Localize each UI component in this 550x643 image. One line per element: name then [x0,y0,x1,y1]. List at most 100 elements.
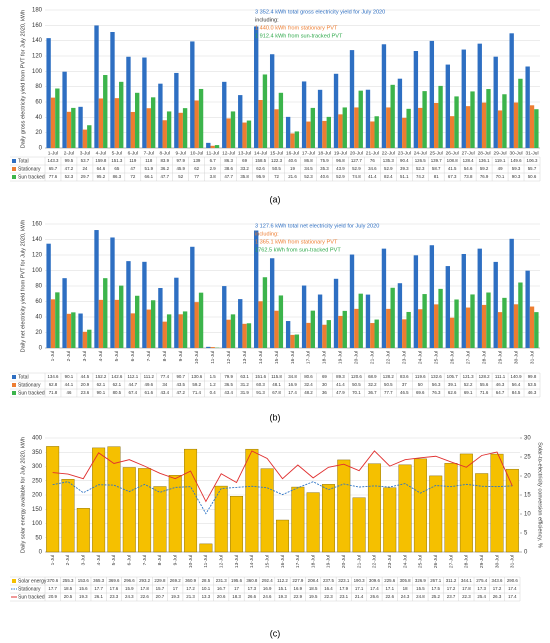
bar [110,237,115,348]
bar [226,118,231,148]
table-cell: 74.2 [416,174,425,179]
table-cell: 80.6 [304,374,313,379]
x-tick-label: 9-Jul [176,150,186,156]
bar [269,258,275,348]
bar [242,323,247,348]
table-cell: 0.4 [210,390,217,395]
bar [182,108,188,148]
bar [477,248,482,348]
table-cell: 90.3 [512,174,521,179]
table-cell: 255.3 [62,578,74,583]
table-cell: 46.5 [400,390,409,395]
table-cell: 195.6 [231,578,243,583]
y-tick-label: 80 [35,84,42,90]
table-cell: 121.3 [463,374,475,379]
x-tick-label: 16-Jul [286,150,299,156]
table-cell: 130.6 [191,374,203,379]
bar [337,459,351,553]
x-tick-label: 12-Jul [218,555,224,568]
bar [66,313,72,348]
table-cell: 67.3 [448,174,457,179]
table-cell: 111.2 [144,374,155,379]
x-tick-label: 16-Jul [280,555,286,568]
y-tick-label: 160 [32,23,43,29]
caption: (b) [270,412,281,422]
bar [445,266,450,348]
table-cell: 16.9 [288,382,297,387]
table-cell: 26.1 [94,594,103,599]
bar [158,83,163,148]
bar [477,43,482,149]
x-tick-label: 14-Jul [249,555,255,568]
table-cell: 17.8 [462,586,471,591]
bar [370,121,375,148]
y2-axis-label: Solar-to-electricity conversion efficien… [537,442,543,548]
x-tick-label: 8-Jul [157,555,163,565]
table-cell: 21.4 [355,594,364,599]
x-tick-label: 20-Jul [354,351,360,364]
bar [418,107,423,148]
bar [107,446,121,553]
table-cell: 76.9 [480,174,489,179]
table-cell: 19.3 [79,594,88,599]
bar [390,84,395,148]
table-cell: 50.5 [272,166,281,171]
y-tick-label: 180 [32,8,43,14]
table-cell: 16.9 [294,586,303,591]
bar [114,299,120,348]
y-tick-label: 100 [32,521,43,527]
bar [206,346,211,348]
table-cell: 275.4 [476,578,488,583]
bar [158,288,163,348]
table-cell: 17.2 [493,586,502,591]
table-cell: 149.6 [511,158,523,163]
bar [103,75,108,148]
table-cell: 115.8 [271,374,282,379]
table-cell: 293.2 [139,578,151,583]
x-tick-label: 27-Jul [465,351,471,364]
table-cell: 16.4 [324,586,333,591]
table-cell: 360.8 [246,578,258,583]
bar [413,255,419,348]
table-cell: 360.9 [185,578,197,583]
x-tick-label: 2-Jul [64,150,74,156]
x-tick-label: 31-Jul [529,351,535,364]
bar [406,108,411,148]
table-cell: 50 [418,382,423,387]
x-tick-label: 10-Jul [194,351,200,364]
table-cell: 22.9 [294,594,303,599]
bar [493,261,498,348]
line-series [52,481,513,515]
x-tick-label: 18-Jul [318,150,331,156]
x-tick-label: 20-Jul [350,150,363,156]
bar [194,302,199,348]
bar [258,301,263,348]
bar [178,112,183,148]
table-cell: 52.3 [65,174,74,179]
x-tick-label: 14-Jul [258,351,264,364]
bar [502,297,507,348]
table-cell: 68.9 [368,374,377,379]
y-tick-label: 0 [39,346,43,352]
bar [269,54,275,149]
bar [199,543,213,553]
table-cell: 34.6 [368,166,377,171]
table-cell: 106.3 [527,158,539,163]
bar [146,108,151,148]
x-tick-label: 26-Jul [449,351,455,364]
x-tick-label: 2-Jul [66,351,72,361]
bar [465,307,471,348]
bar [46,243,51,348]
table-cell: 17.2 [186,586,195,591]
table-cell: 62.6 [448,390,457,395]
table-cell: 17.6 [110,586,119,591]
bar [445,64,450,148]
x-tick-label: 15-Jul [274,351,280,364]
bar [166,314,172,348]
bar [461,49,466,149]
table-cell: 19 [290,166,295,171]
x-tick-label: 4-Jul [96,150,106,156]
table-cell: 17.8 [140,586,149,591]
table-cell: 26.3 [493,594,502,599]
table-cell: 118 [145,158,153,163]
